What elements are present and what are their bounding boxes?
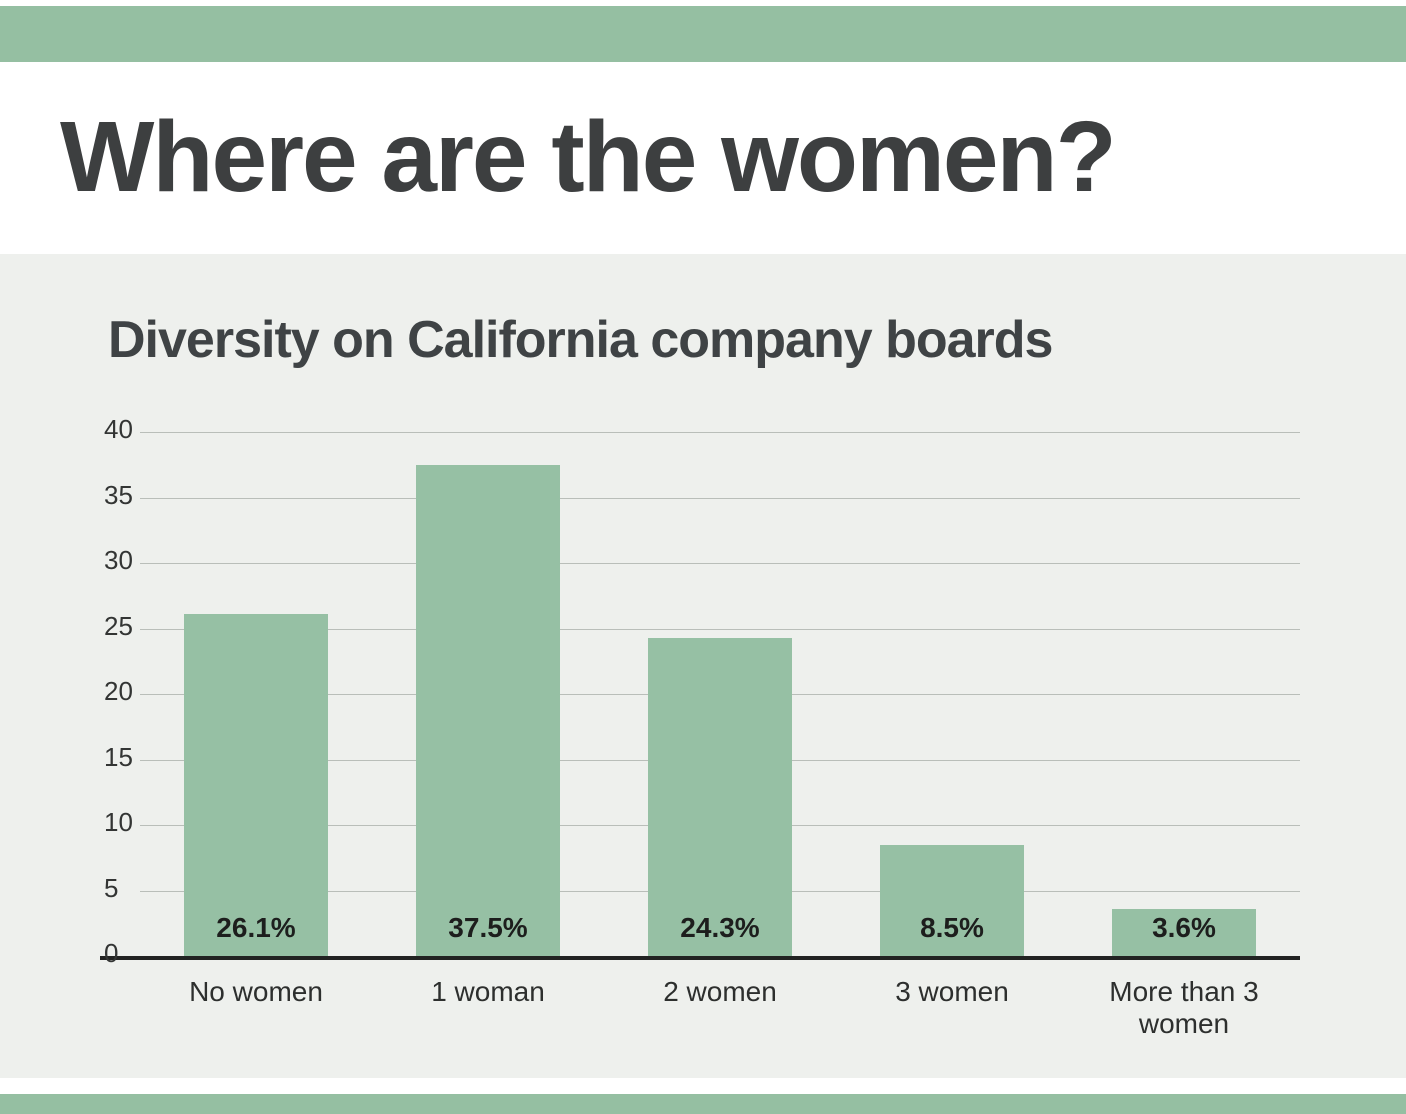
y-tick-label: 5 bbox=[104, 872, 119, 903]
bar-slot: 26.1% bbox=[140, 432, 372, 956]
x-tick-label: No women bbox=[189, 976, 323, 1007]
bar bbox=[184, 614, 328, 956]
gridline bbox=[140, 497, 1300, 499]
bar-slot: 37.5% bbox=[372, 432, 604, 956]
y-tick-label: 35 bbox=[104, 479, 133, 510]
bar-slot: 8.5% bbox=[836, 432, 1068, 956]
chart-title: Diversity on California company boards bbox=[108, 311, 1053, 369]
y-axis-labels: 0 5 10 15 20 25 30 35 40 bbox=[100, 414, 140, 968]
x-tick-label: 3 women bbox=[895, 976, 1009, 1007]
x-tick-label: More than 3 women bbox=[1109, 976, 1259, 1039]
bar-slot: 24.3% bbox=[604, 432, 836, 956]
y-tick-label: 40 bbox=[104, 414, 133, 445]
bar-value-label: 26.1% bbox=[216, 912, 296, 943]
x-axis-labels: No women 1 woman 2 women 3 women More than 3… bbox=[140, 976, 1300, 1040]
bar-value-label: 8.5% bbox=[920, 912, 984, 943]
gridline bbox=[140, 563, 1300, 564]
x-tick-label: 2 women bbox=[663, 976, 777, 1007]
x-tick-label: 1 woman bbox=[431, 976, 545, 1007]
plot-area: 0 5 10 15 20 25 30 35 40 26.1% 37.5% 24.3% 8.5% 3.6% bbox=[100, 414, 1300, 968]
y-tick-label: 10 bbox=[104, 807, 133, 838]
y-tick-label: 0 bbox=[104, 938, 119, 969]
y-tick-label: 25 bbox=[104, 610, 133, 641]
page-title: Where are the women? bbox=[60, 101, 1117, 213]
bar-slot: 3.6% bbox=[1068, 432, 1300, 956]
bar-value-label: 24.3% bbox=[680, 912, 760, 943]
bar bbox=[880, 844, 1024, 956]
page-header: Where are the women? bbox=[0, 62, 1406, 254]
bar-value-label: 3.6% bbox=[1152, 912, 1216, 943]
y-tick-label: 30 bbox=[104, 545, 133, 576]
y-tick-label: 15 bbox=[104, 741, 133, 772]
bar bbox=[648, 637, 792, 956]
gridline bbox=[140, 432, 1300, 433]
bar bbox=[416, 464, 560, 956]
bottom-banner bbox=[0, 1094, 1406, 1114]
bar-value-label: 37.5% bbox=[448, 912, 528, 943]
gridline bbox=[140, 628, 1300, 630]
bar-chart: 0 5 10 15 20 25 30 35 40 26.1% 37.5% 24.3% 8.5% 3.6%… bbox=[100, 414, 1300, 1040]
chart-section: Diversity on California company boards 0… bbox=[0, 254, 1406, 1078]
top-banner bbox=[0, 6, 1406, 62]
y-tick-label: 20 bbox=[104, 676, 133, 707]
bar bbox=[1112, 908, 1256, 956]
bars: 26.1% 37.5% 24.3% 8.5% 3.6% bbox=[140, 432, 1300, 956]
